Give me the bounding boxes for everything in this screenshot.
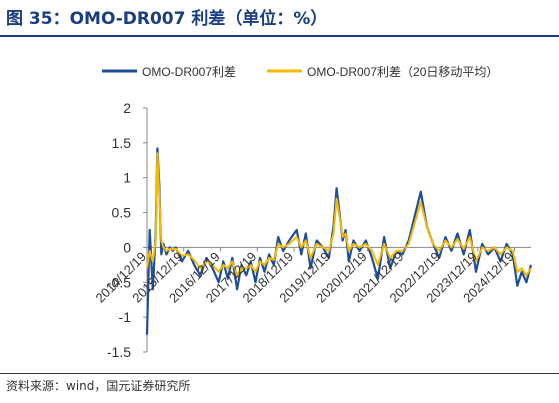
legend-label-daily: OMO-DR007利差	[142, 65, 236, 79]
plot-series	[145, 147, 533, 335]
source-divider	[0, 373, 559, 374]
y-tick-label: 1.5	[112, 135, 132, 151]
chart-legend: OMO-DR007利差 OMO-DR007利差（20日移动平均）	[102, 65, 498, 79]
series-line-daily	[145, 147, 533, 335]
y-axis: 2 1.5 1 0.5 0 -0.5 -1 -1.5	[107, 100, 148, 360]
source-note: 资料来源：wind，国元证券研究所	[6, 379, 191, 393]
y-tick-label: 0.5	[112, 205, 132, 221]
y-tick-label: 0	[123, 239, 131, 255]
spread-line-chart: OMO-DR007利差 OMO-DR007利差（20日移动平均） 2 1.5 1 0.…	[93, 65, 533, 360]
y-tick-label: 2	[123, 100, 131, 116]
legend-label-ma: OMO-DR007利差（20日移动平均）	[307, 65, 498, 79]
title-divider	[0, 35, 559, 37]
y-tick-label: -0.5	[107, 274, 131, 290]
y-tick-label: -1.5	[107, 344, 131, 360]
series-line-ma	[146, 152, 532, 277]
y-tick-label: -1	[119, 309, 132, 325]
page-title: 图 35：OMO-DR007 利差（单位：%）	[6, 9, 328, 29]
y-tick-label: 1	[123, 170, 131, 186]
x-tick-labels: 2014/12/192015/12/192016/12/192017/12/19…	[93, 247, 517, 306]
